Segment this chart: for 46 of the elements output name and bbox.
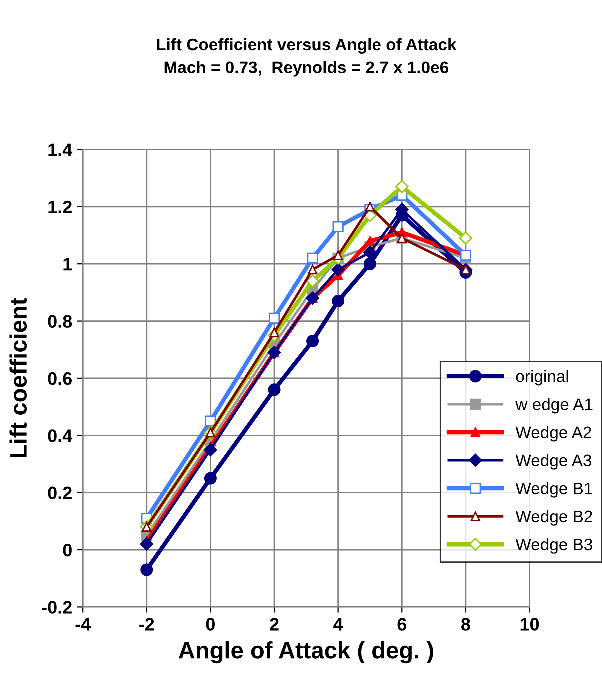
point [365,202,376,212]
y-tick-label: 0.4 [48,430,73,442]
point [140,538,154,551]
legend-label: w edge A1 [516,398,593,414]
y-tick-label: 0.8 [48,315,72,328]
point [459,232,473,245]
point [332,295,345,308]
point [364,246,377,260]
x-tick-label: 8 [462,618,470,631]
y-tick-label: 1 [64,258,72,271]
x-tick-label: 10 [520,618,540,631]
point [307,252,318,264]
y-tick-label: 1.2 [48,200,72,214]
legend-label: Wedge A3 [516,454,592,470]
y-tick-label: 0.6 [48,372,72,386]
point [204,472,217,485]
point [268,384,281,396]
point [204,443,218,457]
legend-label: Wedge B3 [516,538,592,554]
y-tick-label: 0.2 [48,486,72,500]
x-tick-label: -2 [140,618,154,631]
chart-title: Lift Coefficient versus Angle of Attack Mach = 0.73, Reynolds = 2.7 x 1.0e6 [157,38,457,77]
point [306,335,320,348]
x-tick-label: 6 [398,618,407,631]
y-tick-label: 1.4 [48,144,73,156]
point [332,263,345,276]
x-tick-label: 0 [206,618,215,631]
point [205,416,216,427]
legend-label: original [516,370,568,386]
legend-label: Wedge B2 [516,510,592,526]
y-tick-label: -0.2 [42,601,72,614]
legend-label: Wedge A2 [516,426,592,442]
x-tick-label: -4 [76,618,92,631]
y-tick-label: 0 [63,544,72,557]
x-tick-label: 2 [270,618,279,631]
point [308,264,318,275]
x-axis-title: Angle of Attack ( deg. ) [178,642,434,664]
legend-label: Wedge B1 [516,482,592,498]
point [332,221,344,232]
y-axis-title: Lift coefficient [10,298,28,458]
point [140,564,154,576]
x-tick-label: 4 [334,618,344,631]
point [396,180,409,194]
point [306,274,320,288]
point [364,258,376,270]
point [268,312,280,324]
